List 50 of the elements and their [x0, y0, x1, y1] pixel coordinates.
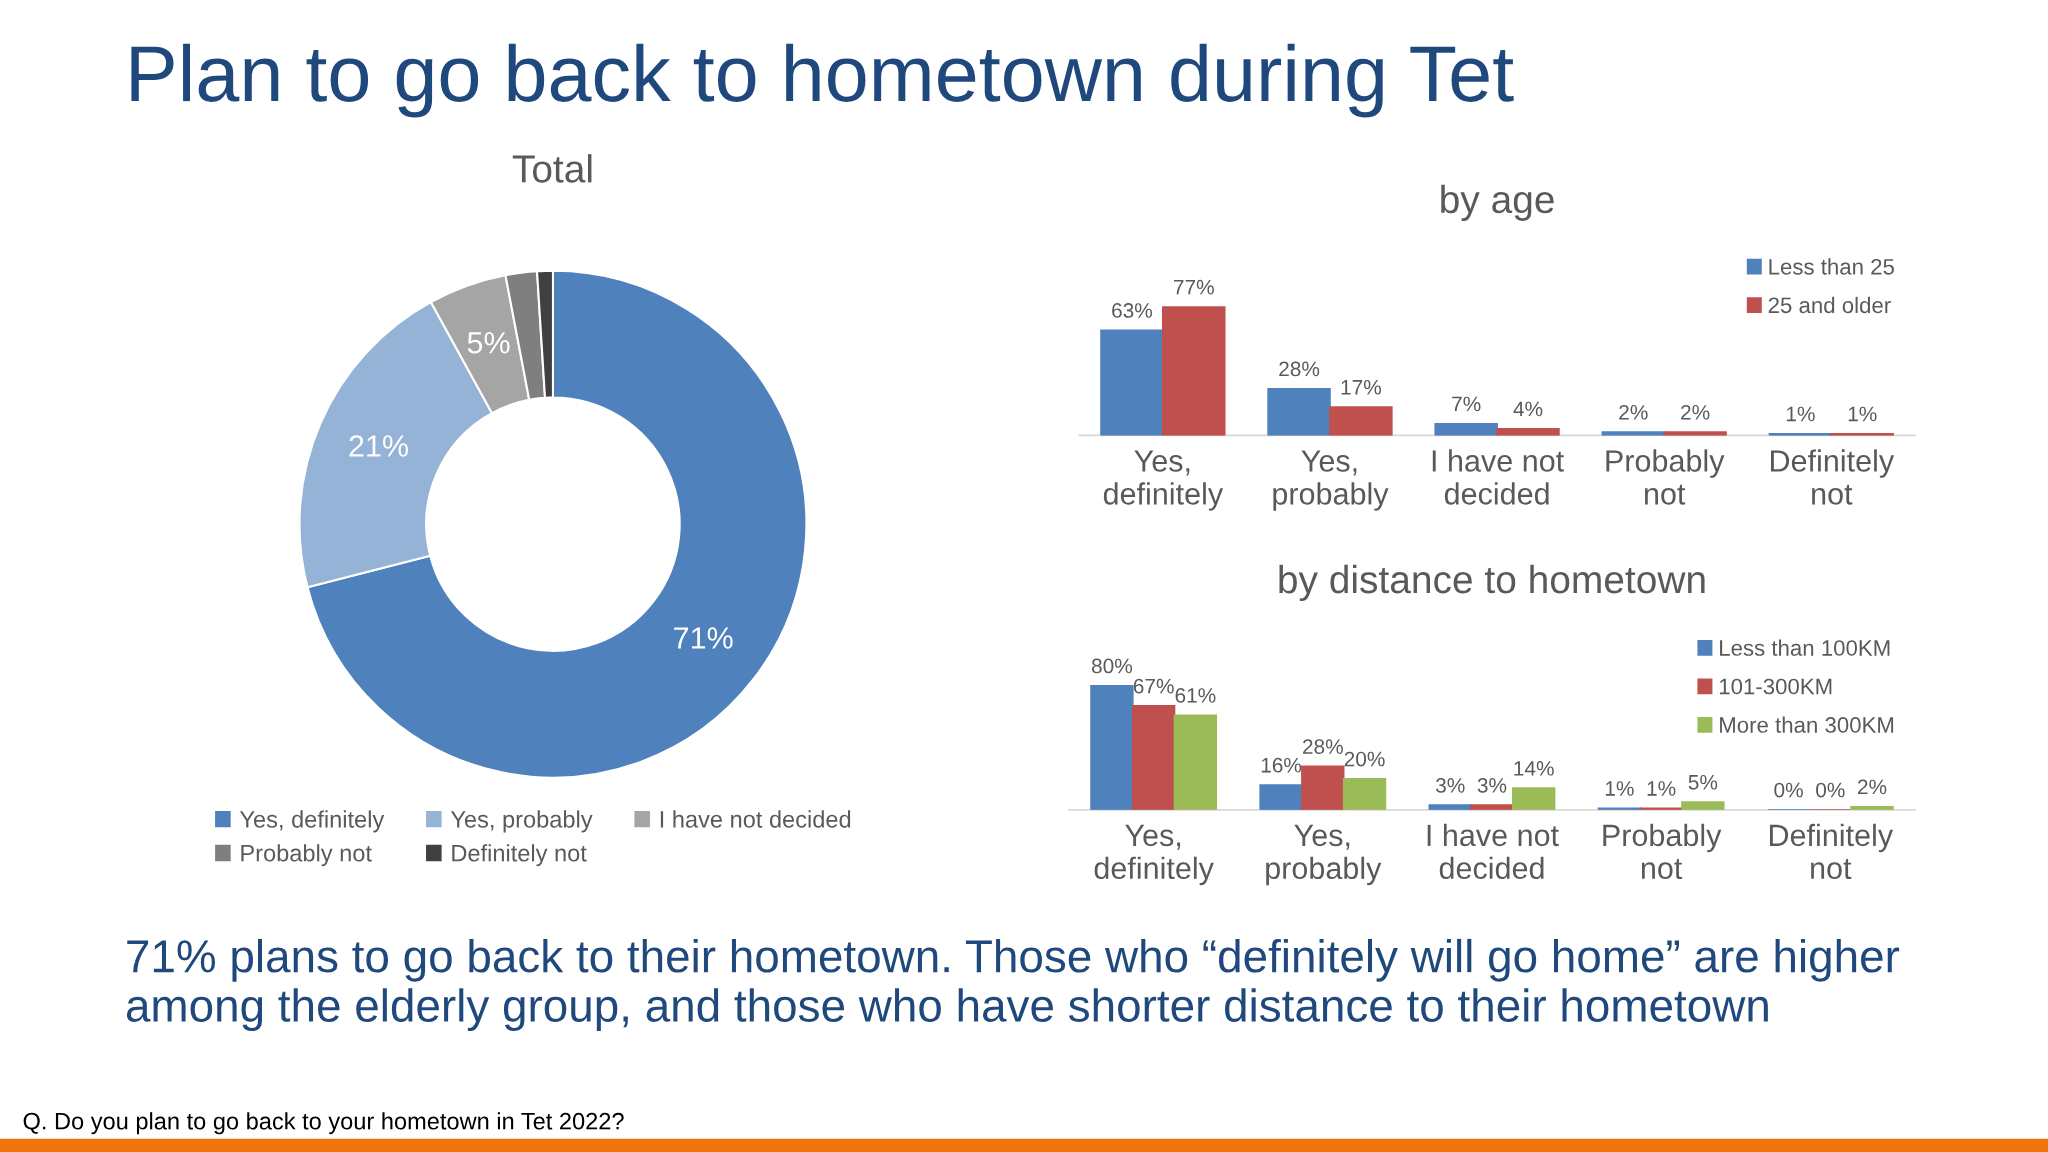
data-label: 2%	[1619, 404, 1648, 420]
data-label: 28%	[1303, 739, 1343, 754]
x-tick-label: Probably not	[1606, 449, 1725, 505]
data-label: 63%	[1112, 303, 1153, 318]
data-label: 67%	[1133, 678, 1174, 694]
data-label: 5%	[1688, 774, 1718, 790]
data-label: 3%	[1477, 778, 1507, 793]
x-tick-label: Definitely not	[1771, 449, 1895, 505]
data-label: 1%	[1647, 781, 1676, 796]
legend-label: 25 and older	[1768, 296, 1891, 314]
text: Q. Do you plan to go back to your hometown in Tet 2022?	[23, 1112, 624, 1135]
x-tick-label: I have not decided	[1432, 449, 1564, 505]
x-tick-label: Yes, definitely	[1094, 824, 1214, 886]
x-tick-label: I have not decided	[1427, 823, 1559, 880]
data-label: 77%	[1173, 279, 1214, 295]
data-label: 0%	[1774, 782, 1803, 798]
legend-label: 101-300KM	[1719, 678, 1832, 695]
data-label: 14%	[1514, 761, 1554, 776]
chart-title: by distance to hometown	[1279, 564, 1705, 602]
data-label: 1%	[1605, 781, 1634, 796]
x-tick-label: Probably not	[1603, 823, 1722, 880]
data-label: 61%	[1175, 688, 1216, 703]
chart-title: Total	[512, 154, 592, 183]
data-label: 5%	[467, 332, 510, 354]
data-label: 3%	[1435, 778, 1465, 793]
x-tick-label: Yes, definitely	[1103, 450, 1224, 511]
data-label: 1%	[1848, 406, 1877, 422]
data-label: 20%	[1344, 751, 1385, 767]
data-label: 1%	[1786, 406, 1815, 422]
data-label: 4%	[1513, 401, 1543, 417]
data-label: 28%	[1279, 361, 1320, 377]
data-label: 71%	[674, 627, 733, 649]
data-label: 2%	[1681, 404, 1710, 420]
data-label: 0%	[1816, 782, 1845, 798]
data-label: 21%	[349, 435, 409, 457]
legend-label: Less than 100KM	[1720, 639, 1890, 656]
x-tick-label: Yes, probably	[1266, 824, 1382, 886]
legend-label: I have not decided	[660, 810, 851, 828]
text: Plan to go back to hometown during Tet	[131, 43, 1514, 118]
data-label: 2%	[1858, 779, 1887, 795]
chart-title: by age	[1441, 184, 1554, 221]
x-tick-label: Definitely not	[1769, 823, 1894, 880]
legend-label: Less than 25	[1769, 258, 1894, 275]
data-label: 17%	[1341, 379, 1381, 395]
data-label: 16%	[1261, 757, 1302, 773]
data-label: 80%	[1091, 658, 1133, 674]
data-label: 7%	[1452, 396, 1481, 412]
legend-label: More than 300KM	[1720, 716, 1894, 733]
text: 71% plans to go back to their hometown. Those who “definitely will go home” are higher among the elderly group, and those who have shorter distance to their hometown	[126, 938, 1900, 1032]
x-tick-label: Yes, probably	[1273, 450, 1389, 511]
